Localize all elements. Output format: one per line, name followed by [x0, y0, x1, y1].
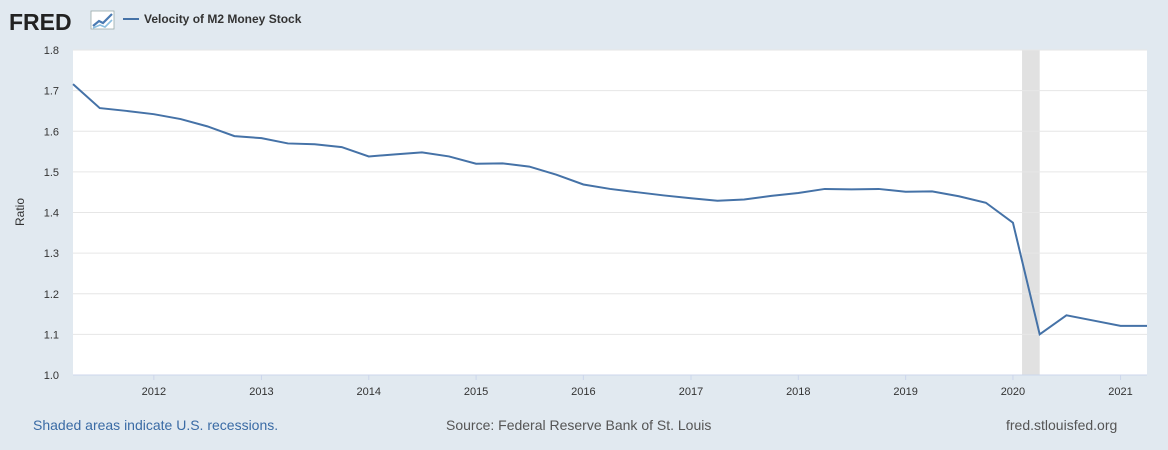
- source-note: Source: Federal Reserve Bank of St. Loui…: [446, 417, 712, 433]
- gridlines: [73, 49, 1147, 376]
- y-tick-label: 1.7: [44, 86, 59, 98]
- x-tick-label: 2013: [249, 386, 273, 398]
- y-tick-label: 1.8: [44, 45, 59, 57]
- series-line-velocity-m2[interactable]: [72, 83, 1147, 337]
- y-tick-label: 1.5: [44, 167, 59, 179]
- x-tick-label: 2018: [786, 386, 810, 398]
- y-tick-label: 1.0: [44, 370, 59, 382]
- y-tick-label: 1.1: [44, 329, 59, 341]
- y-tick-label: 1.4: [44, 208, 59, 220]
- x-tick-label: 2019: [893, 386, 917, 398]
- y-axis-label: Ratio: [13, 198, 27, 226]
- y-tick-label: 1.2: [44, 289, 59, 301]
- fred-logo[interactable]: FRED: [9, 9, 72, 35]
- x-tick-label: 2012: [142, 386, 166, 398]
- x-tick-label: 2015: [464, 386, 488, 398]
- x-tick-label: 2020: [1001, 386, 1025, 398]
- x-tick-label: 2014: [357, 386, 381, 398]
- x-tick-label: 2021: [1108, 386, 1132, 398]
- legend-label[interactable]: Velocity of M2 Money Stock: [144, 12, 302, 26]
- recession-note-link[interactable]: Shaded areas indicate U.S. recessions.: [33, 417, 279, 433]
- x-axis-ticks: 2012 2013 2014 2015 2016 2017 2018 2019 2020 2021: [142, 375, 1133, 398]
- x-tick-label: 2016: [571, 386, 595, 398]
- y-tick-label: 1.6: [44, 126, 59, 138]
- fred-logo-graph-icon: [90, 10, 115, 30]
- x-tick-label: 2017: [679, 386, 703, 398]
- site-link[interactable]: fred.stlouisfed.org: [1006, 417, 1118, 433]
- y-tick-label: 1.3: [44, 248, 59, 260]
- y-axis-ticks: 1.0 1.1 1.2 1.3 1.4 1.5 1.6 1.7 1.8: [44, 45, 59, 382]
